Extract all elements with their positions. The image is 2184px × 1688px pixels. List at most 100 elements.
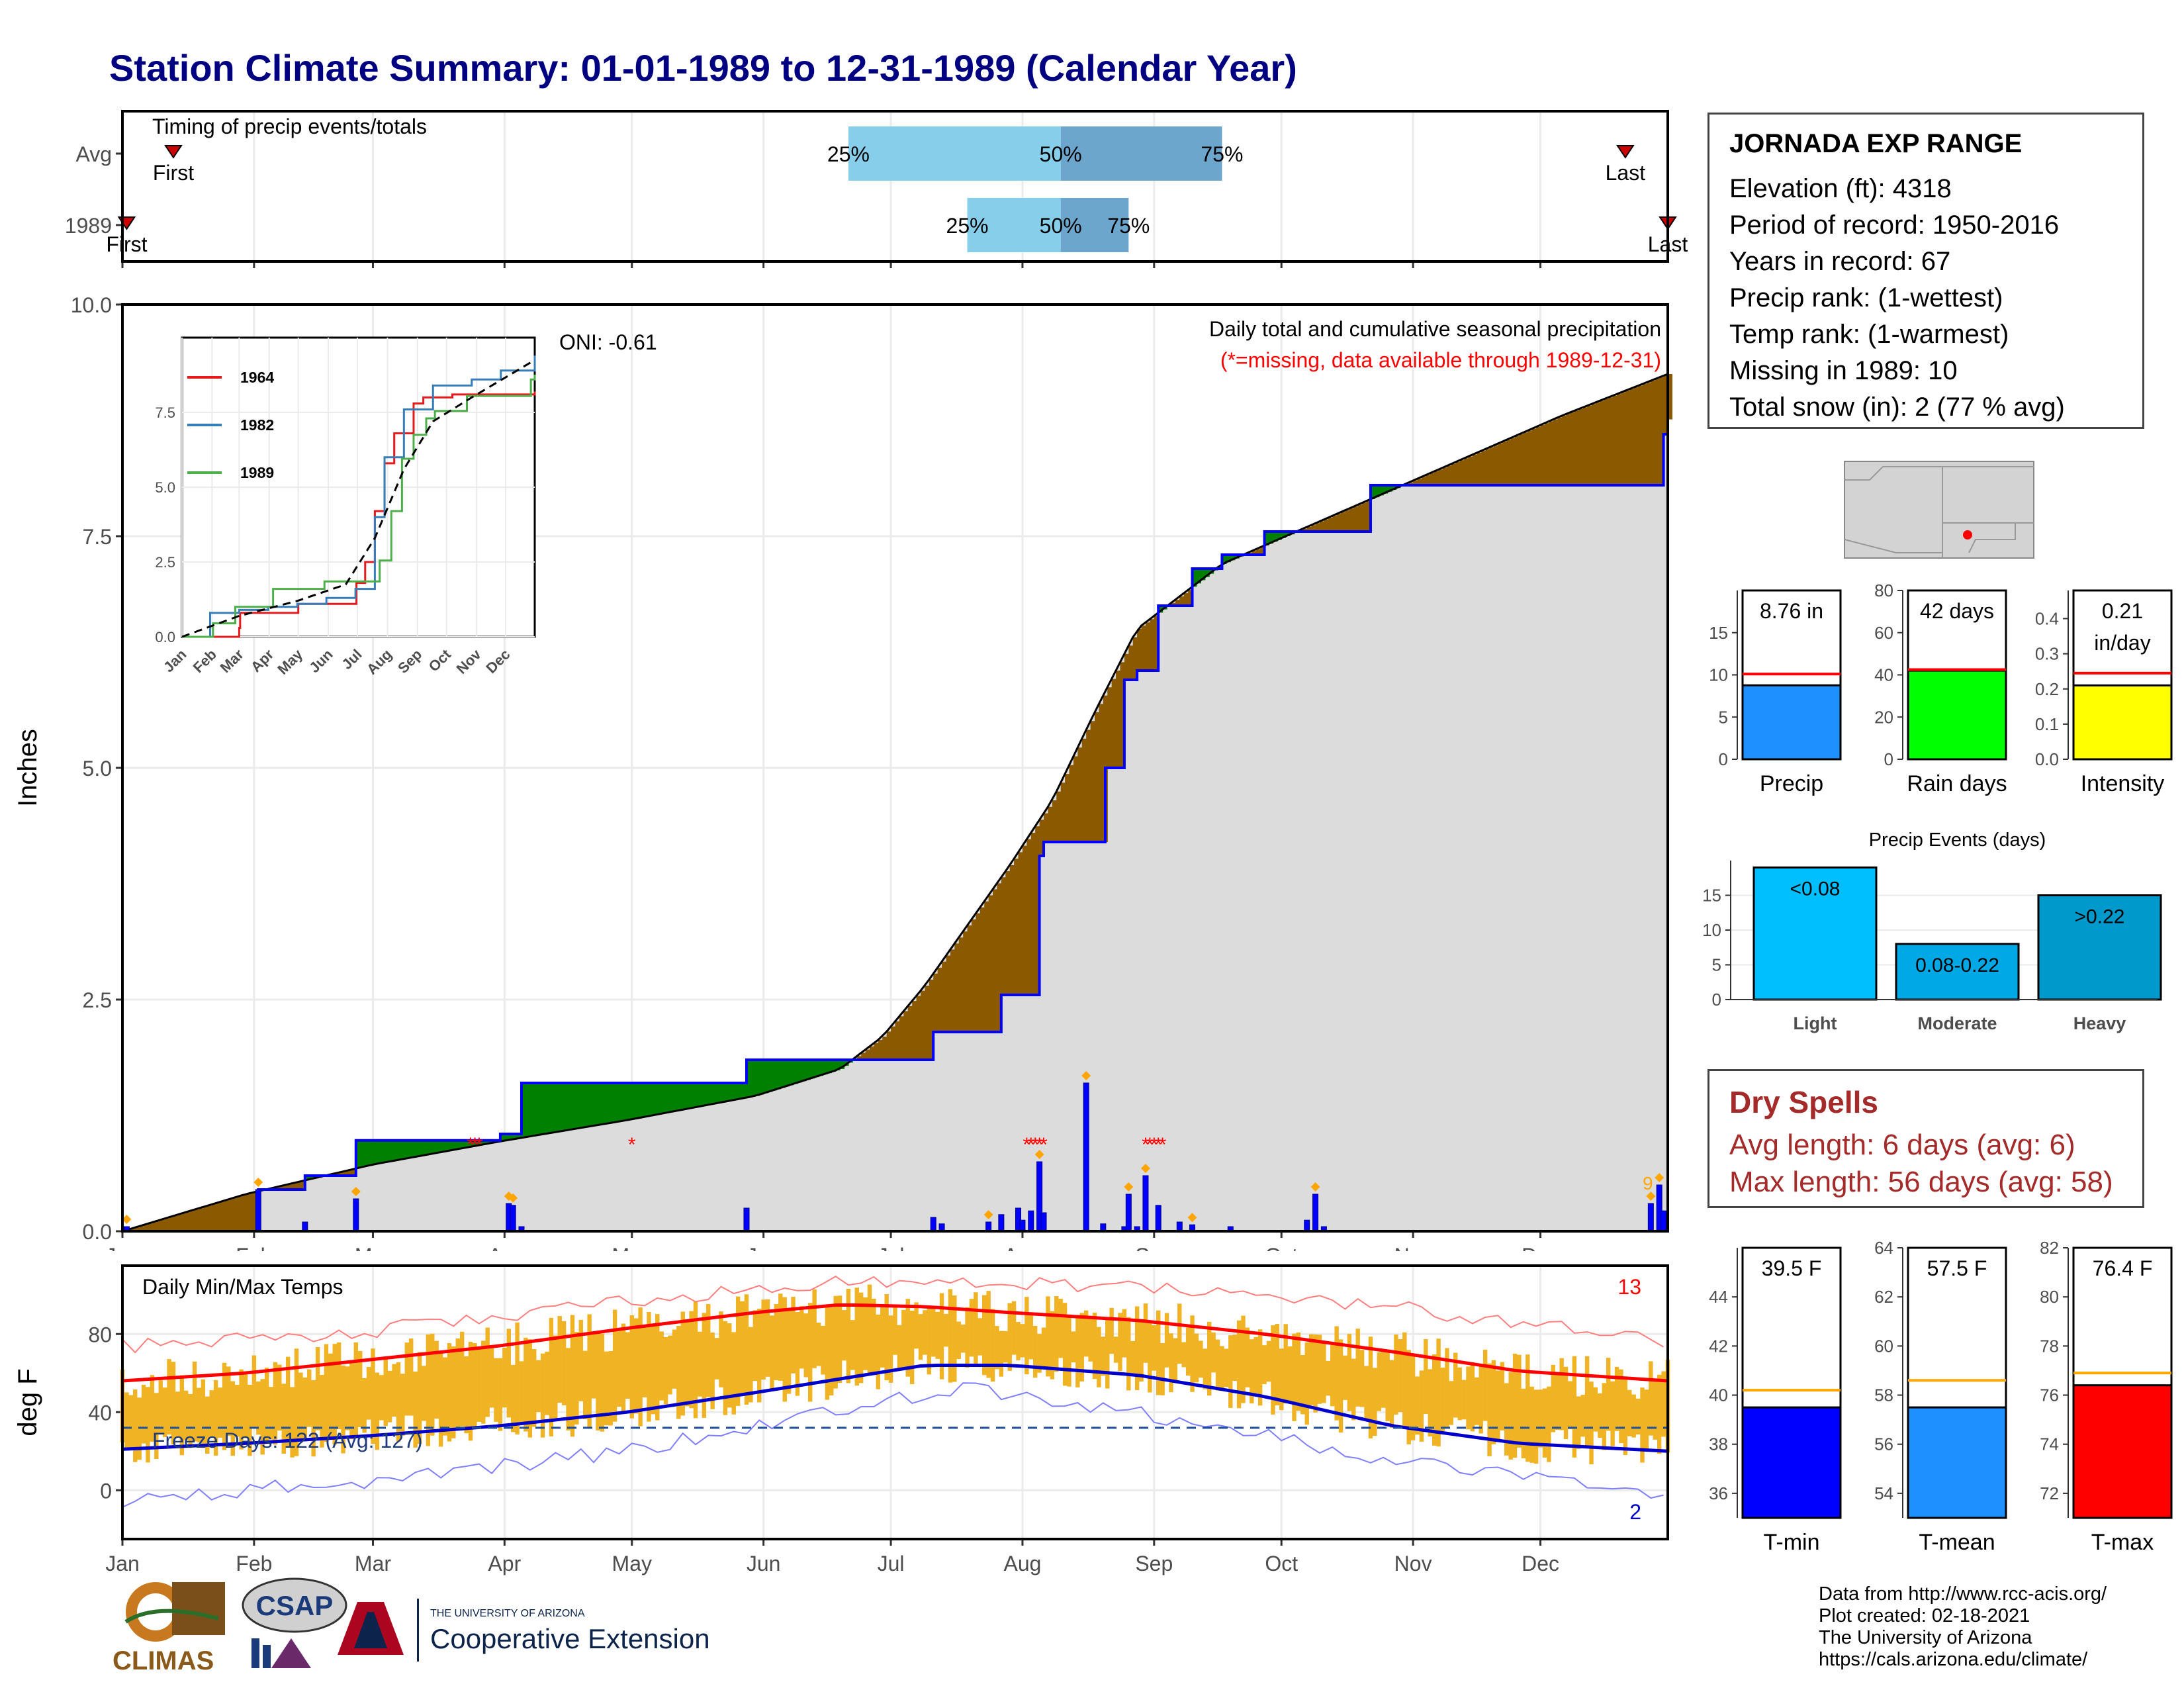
temp-y-axis-label: deg F — [13, 1368, 42, 1436]
credit-university: The University of Arizona — [1819, 1627, 2032, 1648]
precip-events-chart: Precip Events (days) 0 5 10 15 <0.08 Light 0.08… — [1702, 829, 2162, 1033]
dry-spells-avg: Avg length: 6 days (avg: 6) — [1729, 1129, 2075, 1161]
inset-y-tick-label: 5.0 — [155, 479, 175, 496]
temp-summary-chart: 36 38 40 42 44 39.5 F T-min 54 56 58 60 62 64 57.5 F T… — [1709, 1238, 2173, 1555]
dry-spells-box: Dry Spells Avg length: 6 days (avg: 6) M… — [1707, 1069, 2144, 1208]
station-missing: Missing in 1989: 10 — [1729, 356, 1958, 385]
tempsum-1-tick-label: 56 — [1874, 1434, 1893, 1454]
events-bar-text: >0.22 — [2075, 906, 2125, 928]
avg-cumulative-area — [122, 374, 1668, 1231]
daily-precip-bar — [1040, 1212, 1047, 1232]
temp-x-tick-label: Apr — [488, 1552, 521, 1575]
missing-marker: * — [1146, 1134, 1154, 1156]
corner-count: 9 — [1643, 1173, 1653, 1194]
events-tick-label: 15 — [1702, 886, 1721, 906]
station-years: Years in record: 67 — [1729, 247, 1951, 276]
timing-q50-q75-bar — [1060, 198, 1129, 252]
y-axis-label: Inches — [13, 729, 42, 807]
ua-logo: THE UNIVERSITY OF ARIZONA Cooperative Ex… — [338, 1599, 710, 1662]
missing-marker: * — [475, 1134, 483, 1156]
page-title: Station Climate Summary: 01-01-1989 to 1… — [109, 47, 1297, 89]
tempsum-0-tick-label: 38 — [1709, 1434, 1728, 1454]
chart-annotation: Daily total and cumulative seasonal prec… — [1209, 317, 1661, 341]
tempsum-0-bar — [1741, 1406, 1842, 1519]
events-tick-label: 5 — [1712, 955, 1721, 975]
timing-title: Timing of precip events/totals — [152, 115, 427, 138]
daily-precip-bar — [998, 1214, 1005, 1232]
x-tick-label: May — [612, 1244, 652, 1251]
x-tick-label: Feb — [236, 1244, 272, 1251]
missing-marker: * — [628, 1134, 636, 1156]
timing-q75-label: 75% — [1201, 142, 1243, 166]
tempsum-2-label: T-max — [2091, 1530, 2154, 1555]
event-marker — [1081, 1071, 1091, 1080]
event-marker — [1646, 1192, 1656, 1201]
timing-q50-label: 50% — [1040, 142, 1082, 166]
timing-marker-label: First — [153, 161, 194, 185]
summary-2-tick-label: 0.3 — [2035, 644, 2059, 664]
y-tick-label: 7.5 — [83, 525, 112, 549]
daily-precip-bar — [743, 1207, 750, 1232]
missing-marker: * — [1159, 1134, 1167, 1156]
temp-x-tick-label: Aug — [1003, 1552, 1041, 1575]
tempsum-2-tick-label: 78 — [2040, 1336, 2059, 1356]
daily-precip-bar — [1028, 1210, 1034, 1232]
daily-precip-bar — [353, 1198, 359, 1232]
events-bar-label: Light — [1794, 1013, 1837, 1033]
record-tmax-line — [122, 1276, 1664, 1354]
tempsum-0-value: 39.5 F — [1762, 1256, 1822, 1280]
events-title: Precip Events (days) — [1869, 829, 2046, 851]
summary-0-tick-label: 15 — [1709, 623, 1728, 643]
station-elevation: Elevation (ft): 4318 — [1729, 174, 1952, 203]
summary-0-value: 8.76 in — [1760, 599, 1823, 623]
y-tick-label: 2.5 — [83, 988, 112, 1012]
location-map — [1844, 461, 2034, 559]
credits: Data from http://www.rcc-acis.org/ Plot … — [1819, 1583, 2107, 1671]
x-tick-label: Mar — [355, 1244, 391, 1251]
events-bar — [2037, 894, 2162, 1001]
timing-q50-q75-bar — [1060, 126, 1222, 181]
daily-precip-bar — [930, 1217, 936, 1232]
daily-precip-bar — [1647, 1203, 1654, 1232]
tempsum-2-tick-label: 82 — [2040, 1238, 2059, 1258]
temp-x-tick-label: Sep — [1135, 1552, 1173, 1575]
temp-y-tick-label: 0 — [100, 1479, 112, 1503]
event-marker — [1310, 1182, 1320, 1192]
station-precip-rank: Precip rank: (1-wettest) — [1729, 283, 2003, 312]
inset-legend-label: 1964 — [240, 369, 274, 386]
summary-1-tick-label: 20 — [1874, 707, 1893, 727]
summary-0-bar — [1741, 684, 1842, 761]
events-bar — [1895, 943, 2020, 1001]
credit-plot-date: Plot created: 02-18-2021 — [1819, 1605, 2030, 1626]
inset-series-1989 — [182, 375, 536, 638]
daily-precip-bar — [302, 1221, 308, 1232]
tempsum-1-value: 57.5 F — [1927, 1256, 1987, 1280]
y-tick-label: 5.0 — [83, 757, 112, 780]
daily-precip-bar — [1155, 1205, 1161, 1232]
logos: CLIMAS CSAP THE UNIVERSITY OF ARIZONA Co… — [113, 1577, 710, 1675]
climas-logo: CLIMAS — [113, 1582, 225, 1675]
temp-y-tick-label: 80 — [88, 1323, 112, 1346]
x-tick-label: Sep — [1135, 1244, 1173, 1251]
inset-avg-line — [181, 359, 535, 638]
summary-1-tick-label: 80 — [1874, 581, 1893, 600]
missing-marker: * — [467, 1134, 475, 1156]
missing-marker: * — [471, 1134, 479, 1156]
y-tick-label: 0.0 — [83, 1220, 112, 1244]
timing-marker — [164, 145, 183, 159]
timing-q75-label: 75% — [1107, 214, 1150, 238]
avg-tmax-line — [122, 1303, 1668, 1383]
max-record-count: 13 — [1617, 1275, 1641, 1299]
oni-label: ONI: -0.61 — [559, 330, 657, 354]
missing-marker: * — [1040, 1134, 1048, 1156]
summary-2-tick-label: 0.1 — [2035, 714, 2059, 734]
station-info-box: JORNADA EXP RANGE Elevation (ft): 4318 P… — [1707, 113, 2144, 429]
event-marker — [983, 1210, 993, 1219]
station-location-dot — [1963, 530, 1972, 539]
tempsum-1-label: T-mean — [1919, 1530, 1995, 1555]
event-marker — [253, 1178, 263, 1187]
x-tick-label: Jun — [747, 1244, 781, 1251]
timing-marker-label: Last — [1606, 161, 1646, 185]
tempsum-0-label: T-min — [1764, 1530, 1820, 1555]
